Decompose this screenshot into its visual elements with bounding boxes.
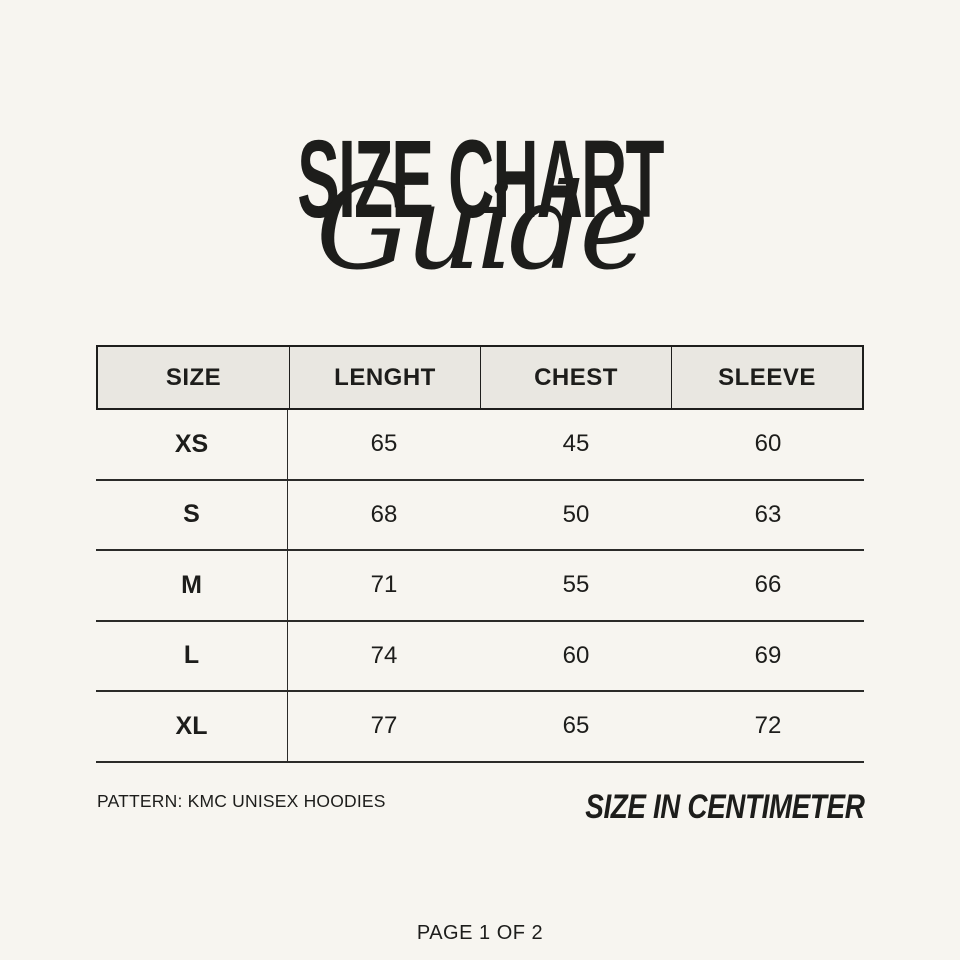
unit-note: SIZE IN CENTIMETER: [584, 788, 865, 826]
size-label: XL: [96, 692, 288, 761]
table-header-row: SIZE LENGHT CHEST SLEEVE: [96, 345, 864, 410]
sleeve-value: 63: [754, 500, 782, 528]
size-label: XS: [96, 410, 288, 479]
length-value: 71: [370, 571, 398, 599]
size-label: S: [96, 480, 288, 549]
size-label: M: [96, 551, 288, 620]
size-table: SIZE LENGHT CHEST SLEEVE XS 65 45 60 S 6…: [96, 345, 864, 763]
length-value: 68: [370, 500, 398, 528]
column-header-length: LENGHT: [289, 347, 480, 408]
chest-value: 60: [562, 641, 590, 669]
length-value: 65: [370, 430, 398, 458]
table-row-xs: XS 65 45 60: [96, 410, 864, 481]
chest-value: 65: [562, 712, 590, 740]
pattern-note: PATTERN: KMC UNISEX HOODIES: [97, 791, 386, 811]
length-value: 77: [370, 712, 398, 740]
chest-value: 55: [562, 571, 590, 599]
chest-value: 45: [562, 430, 590, 458]
table-row-l: L 74 60 69: [96, 621, 864, 692]
table-row-m: M 71 55 66: [96, 551, 864, 622]
column-header-chest: CHEST: [480, 347, 671, 408]
sleeve-value: 60: [754, 430, 782, 458]
sleeve-value: 66: [754, 571, 782, 599]
table-row-s: S 68 50 63: [96, 480, 864, 551]
column-header-size: SIZE: [165, 363, 222, 391]
length-value: 74: [370, 641, 398, 669]
column-header-sleeve: SLEEVE: [671, 347, 862, 408]
page-title: SIZE CHART: [297, 118, 664, 241]
size-label: L: [96, 621, 288, 690]
chest-value: 50: [562, 500, 590, 528]
sleeve-value: 72: [754, 712, 782, 740]
sleeve-value: 69: [754, 641, 782, 669]
page-subtitle: Guide: [315, 158, 649, 296]
page-indicator: PAGE 1 OF 2: [416, 922, 544, 944]
table-row-xl: XL 77 65 72: [96, 692, 864, 763]
